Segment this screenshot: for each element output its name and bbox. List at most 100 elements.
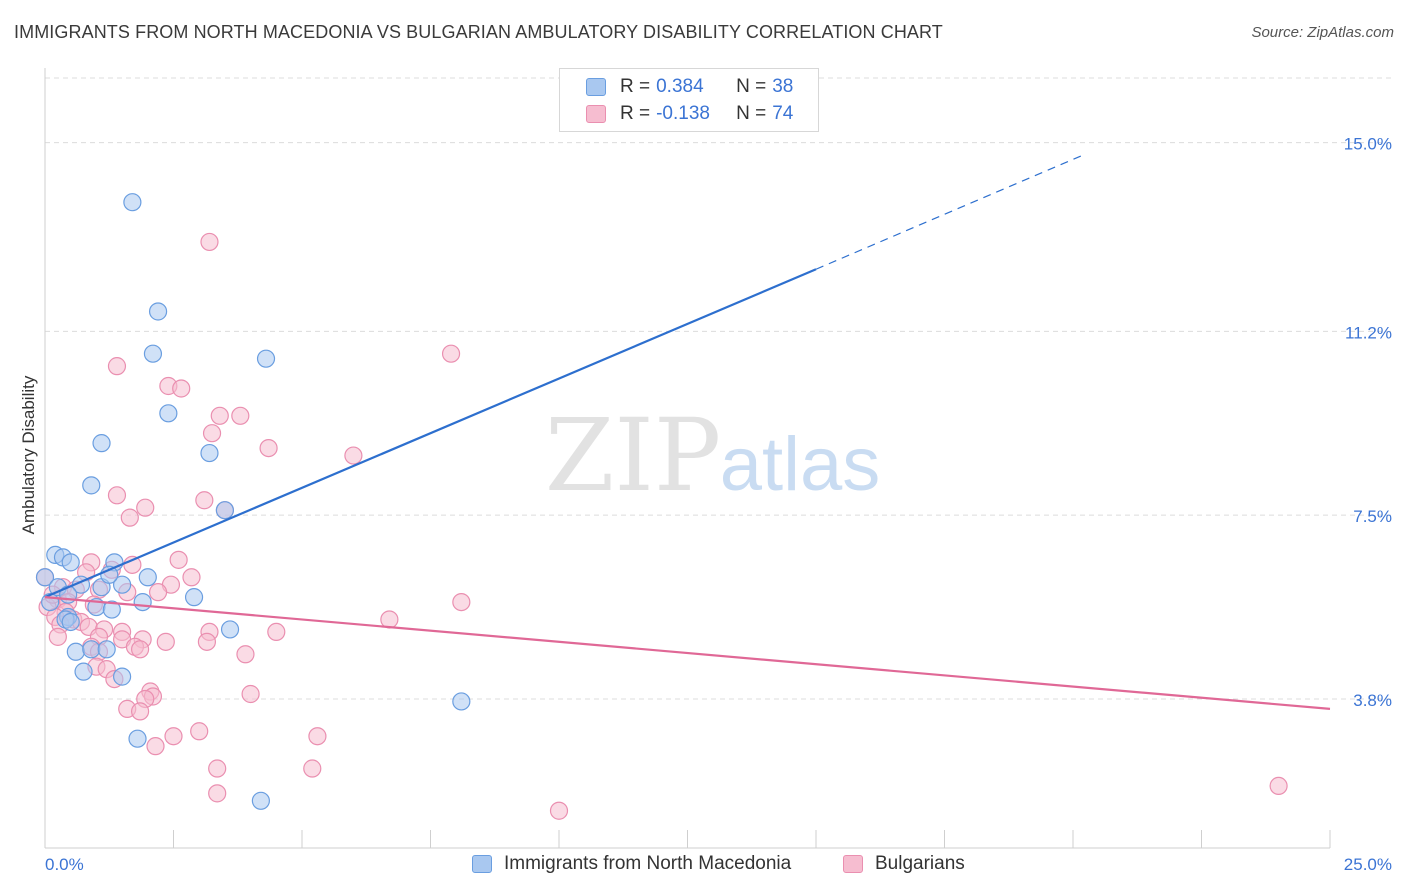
bulgarians-point: [169, 550, 188, 569]
north-macedonia-point: [82, 640, 101, 659]
north-macedonia-point: [128, 729, 147, 748]
bulgarians-point: [107, 486, 127, 505]
bulgarians-point: [197, 632, 217, 651]
watermark-zip: ZIP: [545, 397, 721, 514]
north-macedonia-trend-line: [44, 268, 817, 599]
tick-labels: 3.8% 7.5% 11.2% 15.0% 0.0% 25.0%: [45, 135, 1392, 874]
bulgarians-point: [259, 438, 278, 458]
north-macedonia-point: [66, 642, 85, 661]
bulgarians-trend-line: [44, 596, 1331, 710]
bulgarians-point: [48, 627, 67, 646]
bulgarians-point: [208, 759, 227, 778]
north-macedonia-point: [41, 592, 60, 612]
bulgarians-points: [35, 232, 1288, 820]
bulgarians-point: [148, 583, 168, 602]
bulgarians-point: [236, 645, 255, 664]
north-macedonia-point: [102, 600, 121, 619]
watermark-atlas: atlas: [720, 422, 881, 507]
legend-n-value: 38: [772, 76, 794, 97]
watermark: ZIP atlas: [545, 397, 880, 514]
bulgarians-point: [208, 784, 227, 803]
legend-r-label: R =: [620, 76, 651, 97]
legend-r-label: R =: [620, 103, 651, 124]
legend-n-value: 74: [772, 103, 794, 124]
north-macedonia-point: [35, 568, 55, 587]
north-macedonia-point: [143, 344, 163, 363]
series-legend-north-macedonia[interactable]: Immigrants from North Macedonia: [472, 852, 791, 876]
bulgarians-point: [107, 357, 127, 376]
north-macedonia-trend-extension: [815, 154, 1084, 270]
series-legend-label: Immigrants from North Macedonia: [504, 853, 792, 874]
legend-swatch-blue: [586, 78, 606, 96]
bulgarians-point: [130, 640, 150, 659]
north-macedonia-point: [92, 434, 111, 453]
bulgarians-point: [1269, 776, 1288, 796]
grid-layer: [45, 77, 1392, 700]
legend-r-value: 0.384: [656, 76, 704, 97]
legend-swatch-pink: [843, 855, 863, 873]
north-macedonia-point: [148, 302, 168, 321]
legend-swatch-blue: [472, 855, 492, 873]
legend-n-label: N =: [736, 76, 767, 97]
bulgarians-point: [190, 722, 209, 741]
bulgarians-point: [202, 424, 222, 443]
legend-row-pink: R = -0.138 N = 74: [586, 102, 793, 126]
north-macedonia-point: [200, 443, 219, 463]
north-macedonia-point: [184, 588, 204, 607]
north-macedonia-points: [35, 193, 471, 810]
bulgarians-point: [172, 379, 191, 398]
bulgarians-point: [303, 759, 322, 778]
bulgarians-point: [200, 232, 219, 252]
bulgarians-point: [344, 446, 363, 465]
series-legend-label: Bulgarians: [875, 853, 965, 874]
trend-lines: [44, 154, 1331, 710]
north-macedonia-point: [112, 667, 132, 686]
north-macedonia-point: [74, 662, 93, 681]
north-macedonia-point: [256, 349, 276, 368]
axes-layer: [44, 68, 1331, 849]
bulgarians-point: [130, 702, 150, 721]
north-macedonia-point: [97, 640, 116, 659]
bulgarians-point: [441, 344, 461, 363]
bulgarians-point: [308, 727, 327, 746]
bulgarians-point: [164, 727, 183, 746]
bulgarians-point: [156, 632, 175, 651]
legend-r-value: -0.138: [656, 103, 710, 124]
x-tick-label: 0.0%: [45, 855, 84, 874]
bulgarians-point: [182, 568, 201, 587]
y-axis-label: Ambulatory Disability: [19, 375, 38, 534]
legend-n-label: N =: [736, 103, 767, 124]
north-macedonia-point: [159, 404, 178, 423]
bulgarians-point: [241, 684, 260, 704]
y-tick-label: 15.0%: [1344, 135, 1392, 154]
bulgarians-point: [210, 406, 229, 425]
bulgarians-point: [231, 406, 250, 425]
y-tick-label: 3.8%: [1353, 691, 1392, 710]
correlation-legend: R = 0.384 N = 38 R = -0.138 N = 74: [559, 68, 819, 132]
bulgarians-point: [120, 508, 139, 527]
north-macedonia-point: [112, 575, 132, 594]
bulgarians-point: [380, 610, 399, 629]
north-macedonia-point: [220, 620, 240, 639]
north-macedonia-point: [133, 592, 152, 612]
y-tick-label: 7.5%: [1353, 507, 1392, 526]
north-macedonia-point: [61, 553, 80, 572]
north-macedonia-point: [452, 692, 471, 711]
north-macedonia-point: [123, 193, 142, 212]
series-legend-bulgarians[interactable]: Bulgarians: [843, 852, 965, 876]
bulgarians-point: [146, 737, 165, 756]
x-tick-label: 25.0%: [1344, 855, 1392, 874]
north-macedonia-point: [215, 501, 234, 520]
bulgarians-point: [549, 801, 569, 820]
north-macedonia-point: [251, 791, 270, 810]
source-credit: Source: ZipAtlas.com: [1251, 24, 1394, 41]
bulgarians-point: [452, 592, 471, 612]
legend-swatch-pink: [586, 105, 606, 123]
chart-title: IMMIGRANTS FROM NORTH MACEDONIA VS BULGA…: [14, 22, 943, 42]
legend-row-blue: R = 0.384 N = 38: [586, 75, 793, 99]
north-macedonia-point: [138, 568, 157, 587]
bulgarians-point: [136, 498, 155, 517]
y-tick-label: 11.2%: [1345, 323, 1392, 342]
north-macedonia-point: [61, 612, 80, 632]
